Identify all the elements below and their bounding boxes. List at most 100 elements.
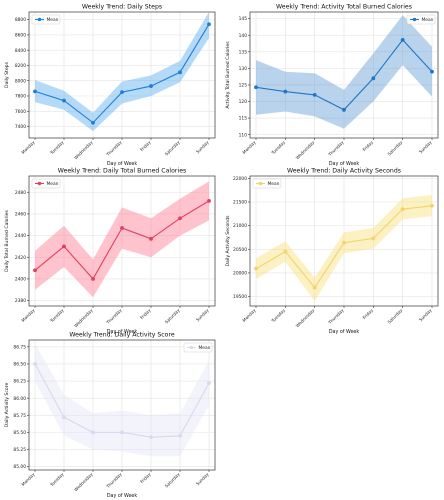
legend-box [252, 178, 282, 189]
y-tick-label: 2380 [15, 298, 26, 304]
y-axis-label: Activity Total Burned Calories [225, 41, 231, 109]
y-tick-label: 135 [239, 49, 248, 55]
legend-marker [189, 345, 194, 350]
y-axis-label: Daily Steps [4, 61, 10, 88]
x-tick-label: Tuesday [270, 307, 287, 324]
confidence-band [256, 194, 432, 302]
data-point [91, 430, 95, 435]
y-tick-label: 85.00 [13, 464, 26, 470]
x-tick-label: Friday [362, 307, 375, 320]
x-tick-label: Wednesday [295, 307, 316, 328]
x-tick-label: Saturday [164, 471, 181, 488]
data-point [149, 236, 153, 241]
x-tick-label: Wednesday [295, 139, 316, 160]
data-point [91, 277, 95, 281]
legend-marker [37, 181, 42, 186]
data-point [371, 76, 376, 81]
x-tick-label: Friday [139, 307, 152, 320]
y-tick-label: 7400 [15, 124, 26, 130]
y-tick-label: 85.25 [13, 447, 26, 453]
data-point [62, 415, 66, 420]
y-tick-label: 7800 [15, 94, 26, 100]
data-point [430, 203, 434, 208]
y-axis-label: Daily Activity Score [4, 383, 10, 428]
chart-title: Weekly Trend: Daily Total Burned Calorie… [58, 168, 186, 175]
legend-label: Mean [47, 17, 59, 23]
data-point [120, 226, 124, 230]
x-tick-label: Tuesday [48, 471, 65, 488]
data-point [400, 207, 405, 211]
x-tick-label: Sunday [418, 139, 433, 154]
data-point [254, 85, 258, 90]
y-tick-label: 115 [239, 116, 248, 122]
y-axis-label: Daily Activity Seconds [225, 215, 231, 267]
y-tick-label: 86.00 [13, 396, 26, 402]
x-tick-label: Monday [20, 471, 36, 487]
data-point [371, 236, 376, 241]
data-point [283, 249, 288, 254]
x-tick-label: Saturday [386, 139, 403, 156]
y-tick-label: 140 [239, 33, 248, 39]
x-tick-label: Monday [241, 139, 257, 155]
y-tick-label: 20000 [233, 271, 247, 277]
y-tick-label: 2400 [15, 277, 26, 283]
legend-label: Mean [199, 345, 211, 351]
data-point [312, 285, 317, 290]
legend-label: Mean [47, 181, 59, 187]
confidence-band [35, 12, 209, 132]
y-tick-label: 8400 [15, 48, 26, 54]
data-point [91, 120, 95, 125]
data-point [207, 22, 211, 27]
x-axis-label: Day of Week [329, 329, 360, 335]
data-point [178, 70, 182, 75]
x-tick-label: Thursday [327, 307, 345, 325]
legend: Mean [252, 178, 282, 189]
y-tick-label: 86.25 [13, 379, 26, 385]
y-tick-label: 85.50 [13, 430, 26, 436]
x-tick-label: Thursday [105, 139, 123, 157]
x-axis-label: Day of Week [107, 161, 138, 167]
y-tick-label: 2420 [15, 255, 26, 261]
legend-label: Mean [422, 17, 434, 23]
data-point [62, 244, 66, 249]
y-tick-label: 86.50 [13, 362, 26, 368]
x-tick-label: Thursday [105, 471, 123, 489]
x-axis-label: Day of Week [107, 329, 138, 335]
x-tick-label: Friday [139, 471, 152, 484]
data-point [33, 362, 37, 366]
x-tick-label: Saturday [164, 307, 181, 324]
y-tick-label: 120 [239, 99, 248, 105]
y-tick-label: 19500 [233, 294, 247, 300]
x-axis-label: Day of Week [107, 493, 138, 499]
confidence-band [35, 181, 209, 298]
data-point [283, 89, 288, 94]
legend-marker [37, 17, 42, 22]
chart-title: Weekly Trend: Activity Total Burned Calo… [276, 4, 412, 11]
y-tick-label: 2460 [15, 212, 26, 218]
y-tick-label: 145 [239, 16, 248, 22]
y-tick-label: 21000 [233, 223, 247, 229]
legend-box [183, 342, 213, 353]
data-point [33, 89, 37, 94]
legend: Mean [31, 178, 61, 189]
data-point [33, 268, 37, 273]
data-point [149, 84, 153, 88]
chart-panel-1: 7400 7600 7800 8000 8200 8400 8600 8800 Monday Tu… [4, 4, 216, 167]
data-point [178, 433, 182, 438]
x-tick-label: Tuesday [48, 139, 65, 156]
x-tick-label: Wednesday [73, 471, 94, 492]
y-tick-label: 8200 [15, 63, 26, 69]
confidence-band [35, 343, 209, 457]
data-point [120, 90, 124, 95]
y-tick-label: 110 [239, 132, 248, 138]
x-tick-label: Monday [20, 307, 36, 323]
x-tick-label: Tuesday [48, 307, 65, 324]
x-tick-label: Thursday [327, 139, 345, 157]
y-tick-label: 86.75 [13, 344, 26, 350]
chart-panel-5: 85.00 85.25 85.50 85.75 86.00 86.25 86.50 86.75… [4, 332, 216, 499]
x-tick-label: Sunday [195, 307, 210, 322]
x-tick-label: Monday [20, 139, 36, 155]
data-point [178, 216, 182, 221]
chart-panel-4: 19500 20000 20500 21000 21500 22000 Monday Tues… [225, 168, 439, 335]
